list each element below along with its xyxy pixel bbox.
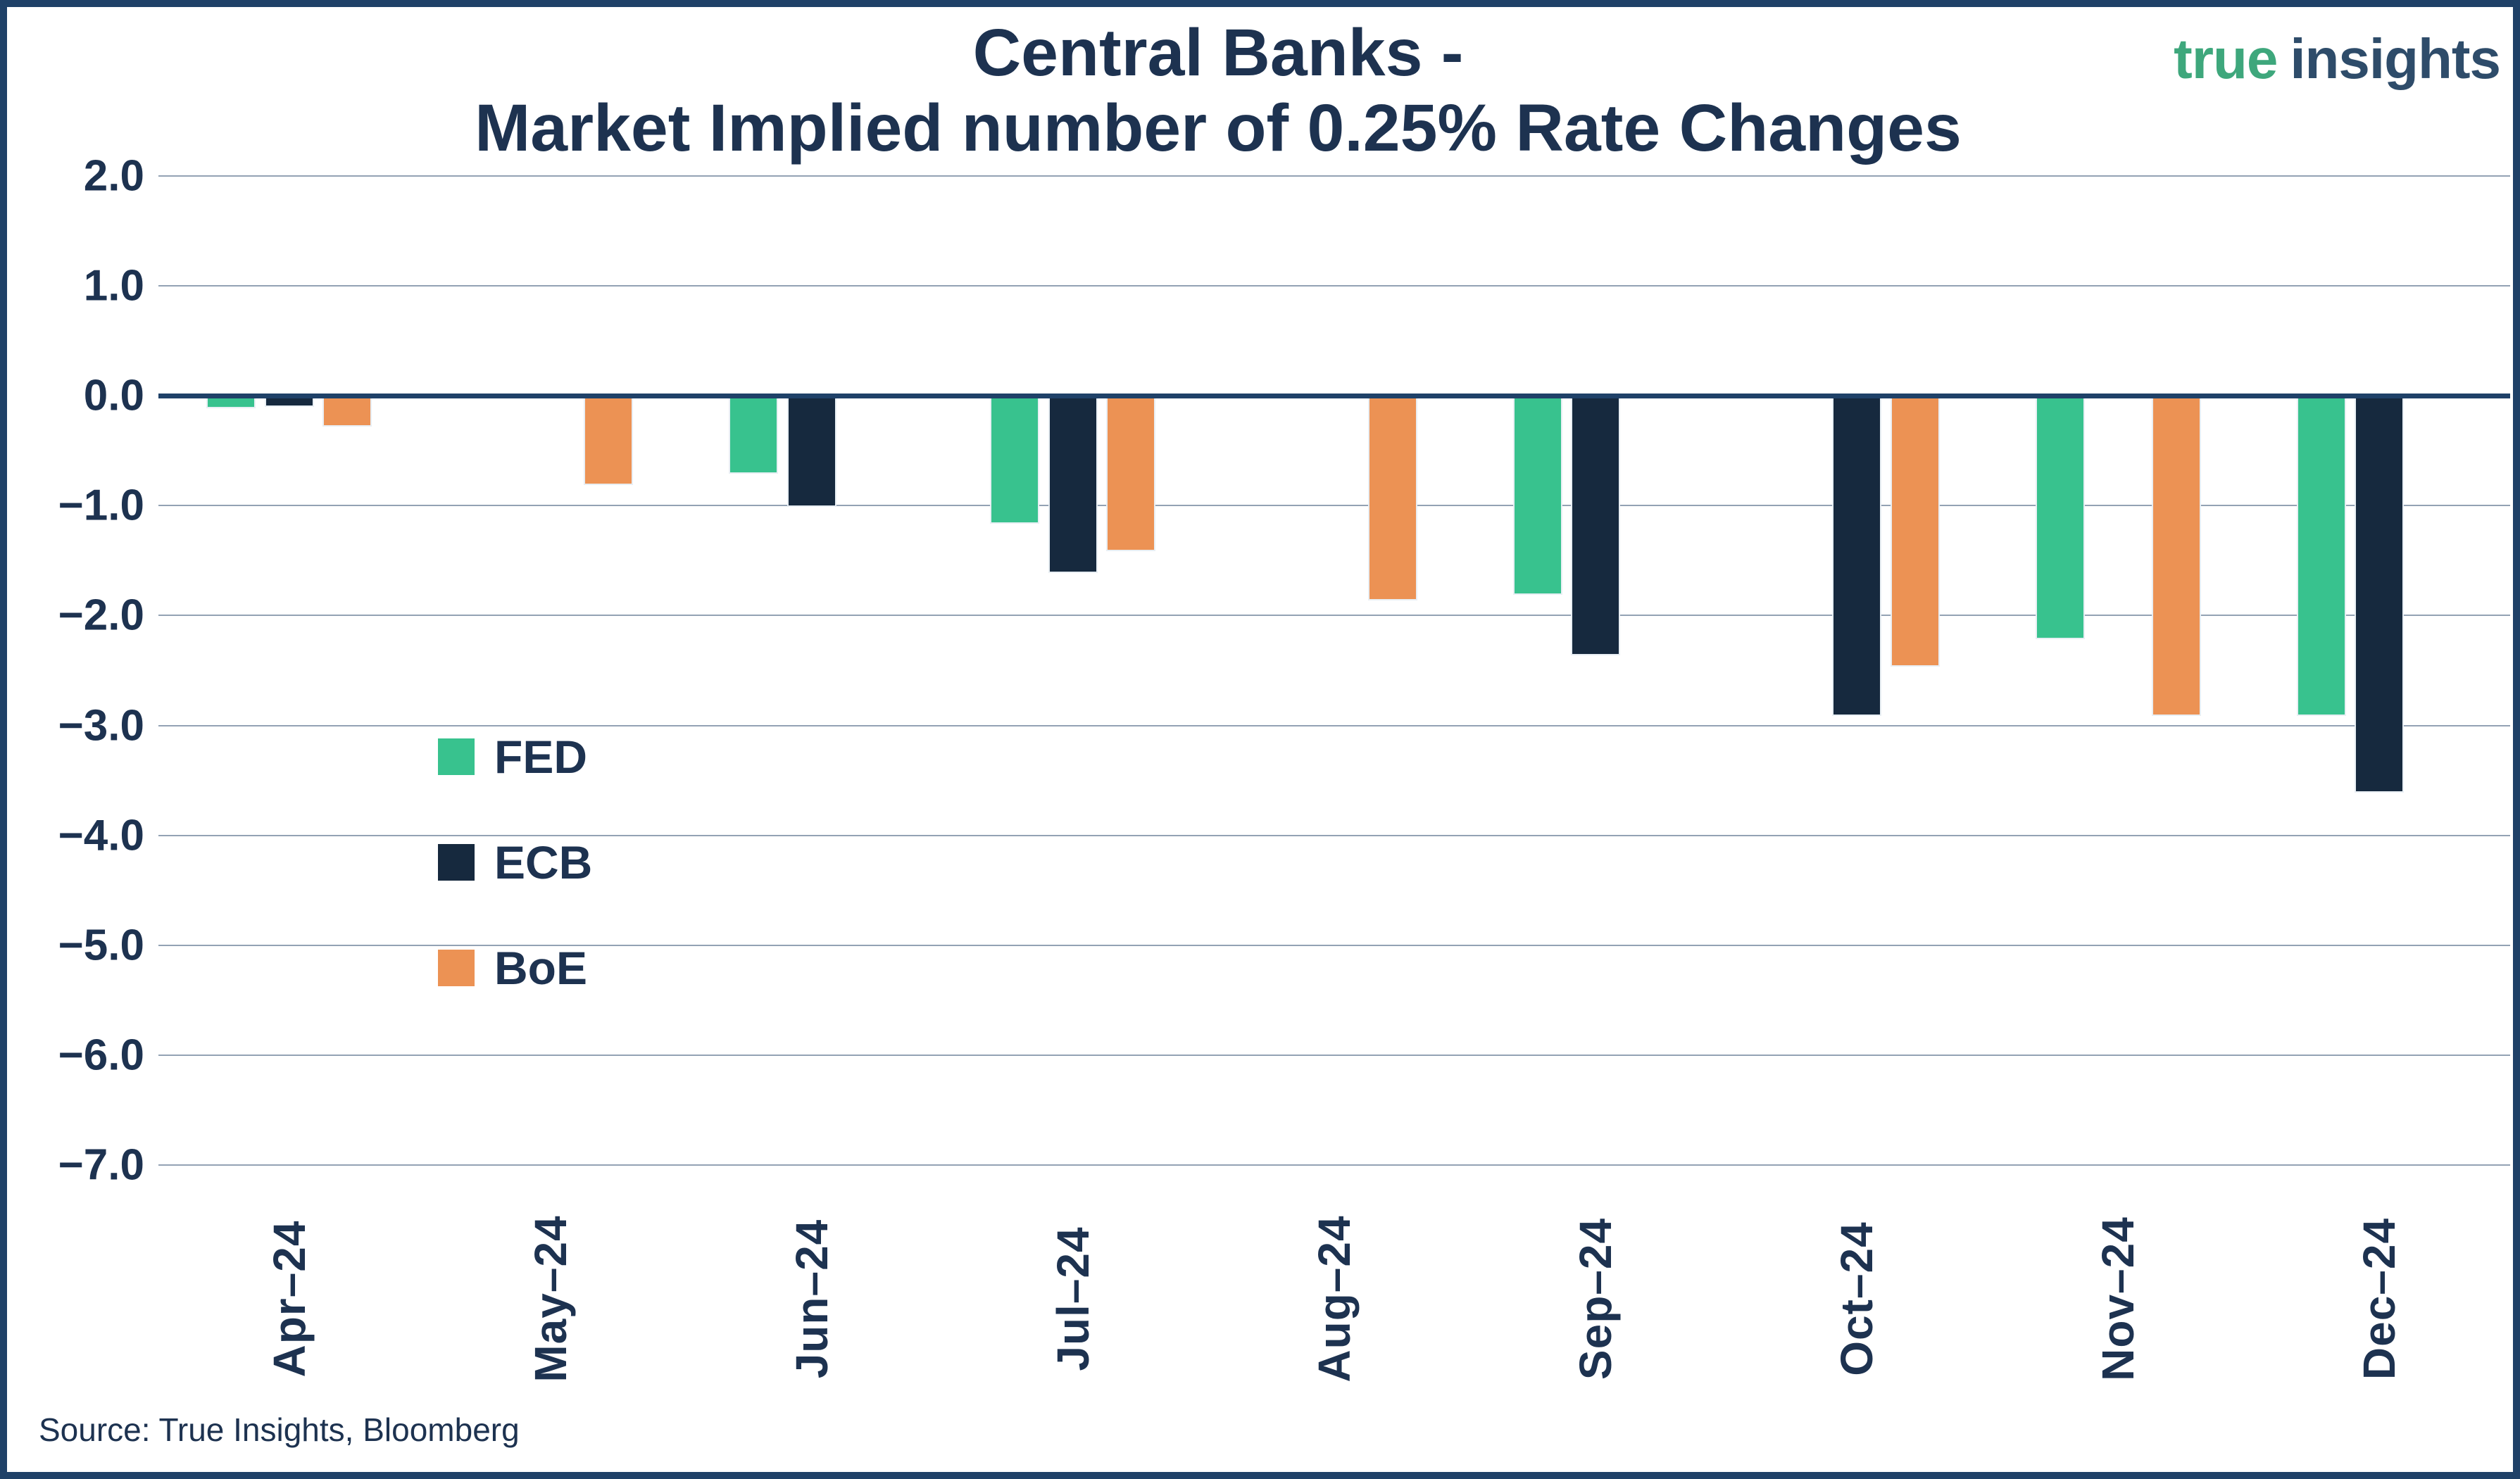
chart-title-line1: Central Banks - [972, 15, 1464, 90]
gridline [158, 834, 2510, 836]
legend-item-fed: FED [438, 734, 587, 780]
gridline [158, 1055, 2510, 1057]
y-axis-tick-label: −2.0 [58, 591, 144, 640]
gridline [158, 615, 2510, 617]
x-axis-label: Jul–24 [1047, 1226, 1098, 1371]
bar-fed-9 [2298, 396, 2345, 715]
legend-label-boe: BoE [494, 942, 587, 994]
bar-ecb-1 [265, 396, 313, 406]
bar-fed-8 [2036, 396, 2083, 638]
bar-boe-7 [1891, 396, 1938, 665]
bar-boe-8 [2152, 396, 2200, 715]
legend-swatch-ecb [438, 844, 475, 881]
y-axis-tick-label: −4.0 [58, 811, 144, 860]
y-axis-tick-label: −3.0 [58, 701, 144, 750]
x-axis-label: Jun–24 [786, 1219, 837, 1379]
x-axis-label: Sep–24 [1570, 1217, 1622, 1380]
legend-label-ecb: ECB [494, 836, 593, 888]
bar-ecb-7 [1833, 396, 1881, 715]
y-axis-tick-label: −7.0 [58, 1140, 144, 1190]
legend-label-fed: FED [494, 731, 587, 783]
x-axis-label: Aug–24 [1309, 1215, 1360, 1383]
logo-word-true: true [2174, 27, 2278, 90]
x-axis-label: Dec–24 [2354, 1217, 2405, 1380]
y-axis-tick-label: 2.0 [83, 151, 144, 201]
gridline [158, 505, 2510, 507]
legend-item-boe: BoE [438, 945, 587, 991]
bar-fed-1 [208, 396, 255, 407]
true-insights-logo: true insights [2174, 27, 2501, 92]
bar-boe-1 [324, 396, 371, 426]
y-axis-tick-label: −5.0 [58, 921, 144, 970]
bar-boe-4 [1108, 396, 1155, 550]
bar-boe-2 [585, 396, 632, 484]
x-axis-label: Apr–24 [263, 1220, 315, 1378]
logo-word-insights: insights [2290, 27, 2501, 90]
gridline [158, 175, 2510, 177]
y-axis-tick-label: −1.0 [58, 481, 144, 530]
x-axis-label: Oct–24 [1831, 1221, 1883, 1376]
bar-boe-5 [1369, 396, 1416, 599]
source-note: Source: True Insights, Bloomberg [39, 1411, 520, 1448]
bar-ecb-3 [788, 396, 835, 506]
gridline [158, 724, 2510, 726]
chart-title-line2: Market Implied number of 0.25% Rate Chan… [475, 91, 1962, 166]
bar-ecb-9 [2356, 396, 2403, 792]
zero-axis-line [158, 393, 2510, 398]
gridline [158, 1164, 2510, 1166]
legend-item-ecb: ECB [438, 839, 592, 886]
gridline [158, 945, 2510, 946]
bar-ecb-6 [1572, 396, 1619, 655]
y-axis-tick-label: −6.0 [58, 1031, 144, 1080]
bar-fed-4 [991, 396, 1039, 522]
legend-swatch-fed [438, 738, 475, 775]
legend-swatch-boe [438, 950, 475, 986]
bar-fed-6 [1514, 396, 1561, 594]
y-axis-tick-label: 1.0 [83, 261, 144, 310]
bar-ecb-4 [1049, 396, 1096, 572]
x-axis-label: May–24 [525, 1215, 576, 1383]
bar-fed-3 [730, 396, 777, 473]
gridline [158, 284, 2510, 287]
x-axis-label: Nov–24 [2093, 1216, 2144, 1381]
y-axis-tick-label: 0.0 [83, 371, 144, 420]
chart-title: Central Banks - Market Implied number of… [0, 15, 2436, 167]
